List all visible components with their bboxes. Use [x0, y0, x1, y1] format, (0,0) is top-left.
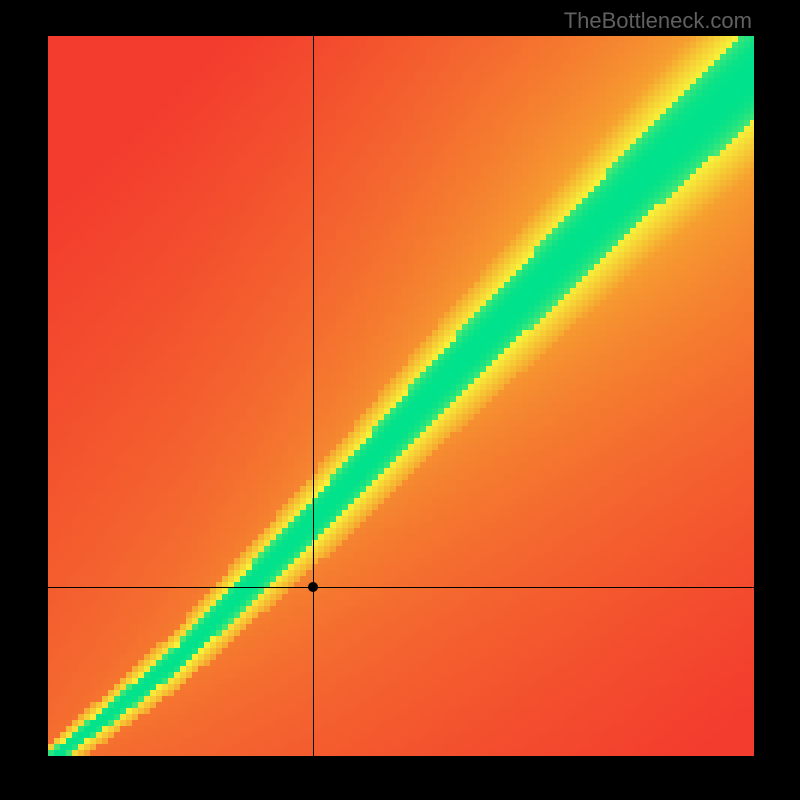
crosshair-vertical	[313, 36, 314, 756]
crosshair-marker	[308, 582, 318, 592]
heatmap-canvas	[48, 36, 754, 756]
crosshair-horizontal	[48, 587, 754, 588]
heatmap-chart	[48, 36, 754, 756]
watermark-text: TheBottleneck.com	[564, 8, 752, 34]
